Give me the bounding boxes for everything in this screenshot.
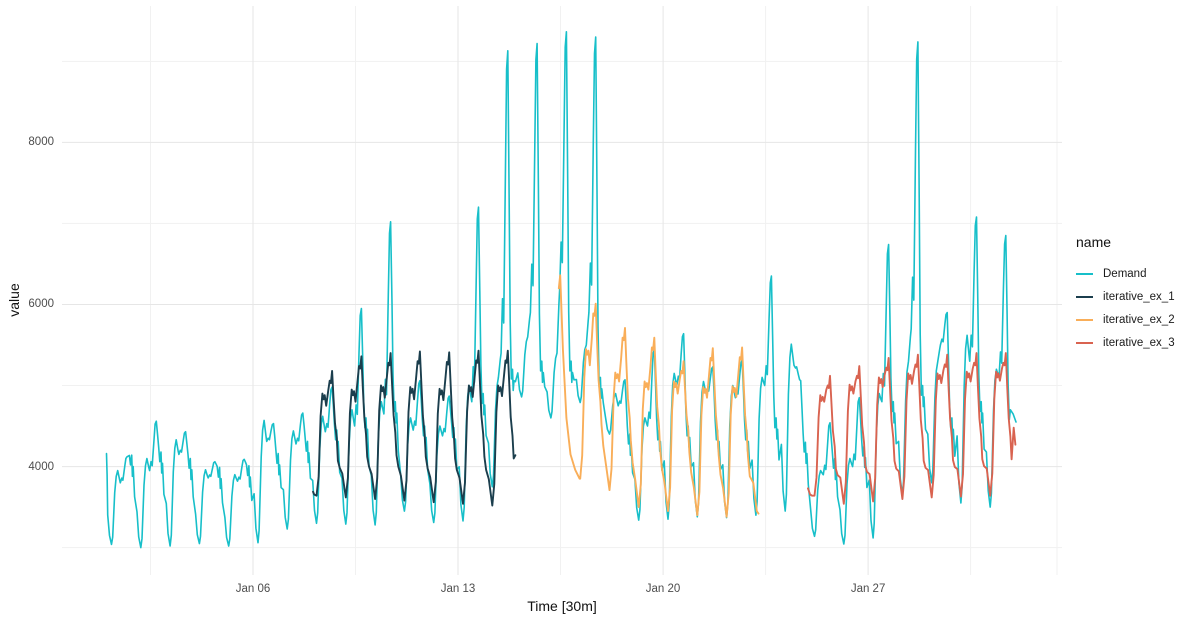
legend-key-line-icon xyxy=(1076,272,1093,275)
x-tick-label: Jan 27 xyxy=(850,583,886,595)
y-tick-label: 4000 xyxy=(28,460,54,473)
gridlines-major xyxy=(62,6,1062,575)
x-axis-title: Time [30m] xyxy=(527,598,597,614)
line-demand xyxy=(105,31,1017,549)
legend-entry: Demand xyxy=(1076,262,1175,285)
line-iterative_ex_1 xyxy=(312,349,517,507)
legend-title: name xyxy=(1076,234,1112,250)
legend-entry: iterative_ex_2 xyxy=(1076,308,1175,331)
line-iterative_ex_3 xyxy=(807,352,1017,505)
legend-entry-label: iterative_ex_3 xyxy=(1103,336,1175,349)
gridlines-minor xyxy=(62,6,1062,575)
legend-key-line-icon xyxy=(1076,341,1093,344)
y-tick-label: 6000 xyxy=(28,298,54,311)
x-tick-label: Jan 13 xyxy=(440,583,476,595)
legend-entry: iterative_ex_1 xyxy=(1076,285,1175,308)
legend-key-line-icon xyxy=(1076,318,1093,321)
x-tick-label: Jan 06 xyxy=(235,583,271,595)
legend-key-line-icon xyxy=(1076,295,1093,298)
line-iterative_ex_2 xyxy=(557,274,760,518)
legend-entry: iterative_ex_3 xyxy=(1076,331,1175,354)
series-lines xyxy=(105,31,1017,549)
legend-entry-label: iterative_ex_1 xyxy=(1103,290,1175,303)
legend-entry-label: iterative_ex_2 xyxy=(1103,313,1175,326)
x-tick-label: Jan 20 xyxy=(645,583,681,595)
legend-entry-label: Demand xyxy=(1103,267,1147,280)
y-tick-label: 8000 xyxy=(28,136,54,149)
